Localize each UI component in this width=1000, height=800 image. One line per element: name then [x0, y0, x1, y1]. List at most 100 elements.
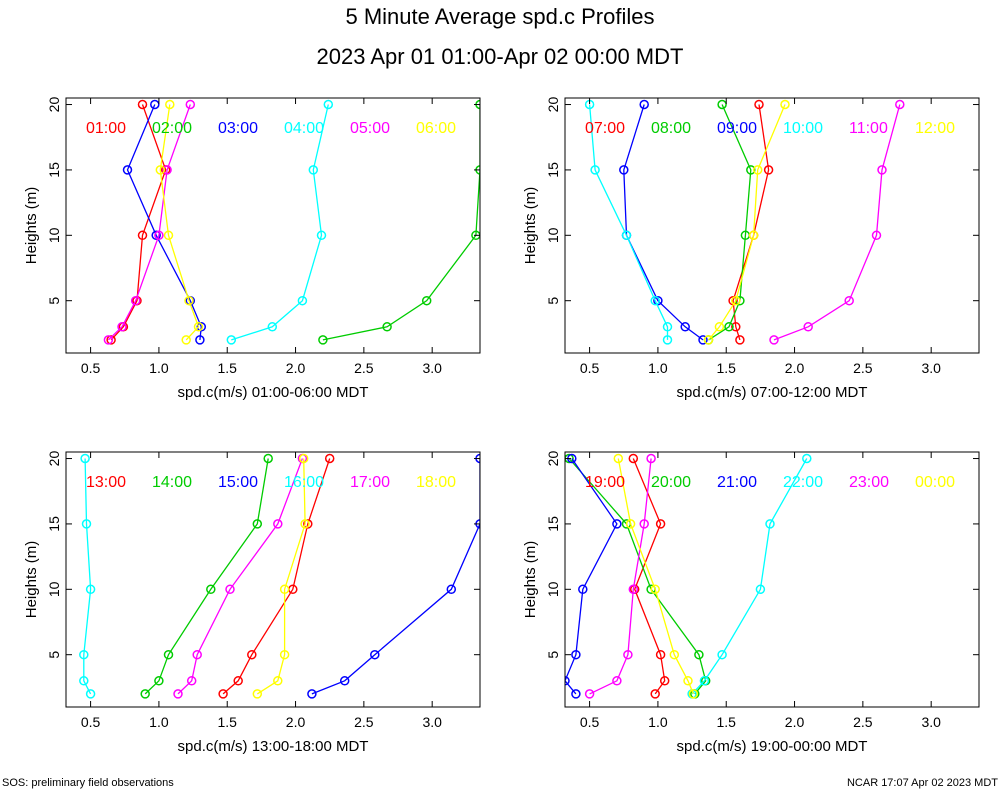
data-point: [186, 676, 197, 686]
data-point: [655, 519, 666, 529]
data-point: [613, 453, 624, 464]
data-point: [154, 676, 164, 686]
x-tick-label: 2.5: [354, 714, 374, 730]
series-line-18:00: [256, 458, 306, 695]
legend-label: 06:00: [416, 120, 456, 137]
data-point: [703, 335, 714, 345]
data-point: [662, 335, 673, 345]
legend-label: 19:00: [585, 474, 625, 491]
x-tick-label: 2.5: [853, 360, 873, 376]
series-line-13:00: [222, 458, 331, 695]
data-point: [612, 519, 622, 529]
series-line-05:00: [107, 104, 191, 341]
data-point: [150, 99, 160, 110]
data-point: [688, 689, 699, 699]
data-point: [300, 519, 310, 529]
data-point: [226, 335, 237, 345]
data-point: [80, 453, 90, 464]
data-point: [184, 295, 194, 306]
y-axis-label: Heights (m): [522, 541, 539, 619]
legend-label: 04:00: [284, 120, 324, 137]
data-point: [106, 335, 116, 345]
data-point: [81, 519, 92, 529]
legend-label: 07:00: [585, 120, 625, 137]
data-point: [717, 99, 727, 110]
legend-label: 23:00: [849, 474, 889, 491]
panel-2: 07:00 08:00 09:00 10:00 11:00 12:00 0.5 1.0 1.5 2…: [522, 97, 980, 401]
data-point: [421, 295, 432, 306]
series-line-03:00: [126, 104, 202, 340]
data-point: [565, 676, 570, 686]
plot-frame: [564, 451, 980, 708]
legend-label: 03:00: [218, 120, 258, 137]
series-line-16:00: [83, 458, 92, 695]
data-point: [669, 649, 680, 660]
data-point: [85, 689, 96, 699]
data-point: [162, 165, 172, 175]
data-point: [662, 322, 673, 332]
data-point: [619, 165, 629, 175]
data-point: [877, 165, 887, 175]
data-point: [79, 676, 89, 686]
data-point: [137, 230, 148, 241]
data-point: [195, 335, 205, 345]
y-tick-label: 15: [46, 162, 62, 178]
data-point: [639, 519, 649, 529]
data-point: [267, 322, 278, 332]
x-tick-label: 1.5: [217, 360, 237, 376]
data-point: [103, 335, 114, 345]
x-tick-label: 1.5: [716, 360, 736, 376]
data-point: [571, 689, 581, 699]
series-line-21:00: [565, 458, 618, 695]
series-line-08:00: [708, 104, 752, 341]
data-point: [754, 99, 764, 110]
plot-frame: [564, 97, 980, 354]
series-line-09:00: [623, 104, 704, 341]
x-tick-label: 1.0: [149, 360, 169, 376]
data-point: [279, 584, 290, 595]
chart-title: 5 Minute Average spd.c Profiles: [345, 4, 655, 29]
data-point: [85, 584, 96, 595]
legend-label: 14:00: [152, 474, 192, 491]
series-line-00:00: [617, 458, 695, 695]
series-line-02:00: [322, 104, 480, 341]
data-point: [308, 165, 319, 175]
legend-label: 00:00: [915, 474, 955, 491]
data-point: [612, 676, 622, 686]
legend-label: 02:00: [152, 120, 192, 137]
data-point: [297, 295, 308, 306]
legend-label: 08:00: [651, 120, 691, 137]
x-tick-label: 3.0: [921, 714, 941, 730]
data-point: [724, 322, 734, 332]
data-point: [307, 689, 317, 699]
x-tick-label: 2.0: [286, 714, 306, 730]
x-tick-label: 0.5: [580, 360, 600, 376]
x-axis-label: spd.c(m/s) 07:00-12:00 MDT: [677, 384, 868, 401]
y-tick-label: 20: [46, 451, 62, 467]
data-point: [137, 99, 148, 110]
data-point: [650, 295, 660, 306]
series-line-14:00: [144, 458, 269, 695]
data-point: [316, 230, 327, 241]
data-point: [755, 584, 766, 595]
x-tick-label: 3.0: [422, 360, 442, 376]
data-point: [339, 676, 350, 686]
y-tick-label: 20: [545, 97, 561, 113]
y-tick-label: 15: [46, 516, 62, 532]
data-point: [621, 230, 632, 241]
legend-label: 17:00: [350, 474, 390, 491]
data-point: [263, 453, 273, 464]
data-point: [803, 322, 813, 332]
data-point: [763, 165, 774, 175]
data-point: [273, 676, 283, 686]
data-point: [154, 230, 164, 241]
data-point: [155, 165, 166, 175]
y-tick-label: 5: [545, 297, 561, 305]
legend-label: 13:00: [86, 474, 126, 491]
x-tick-label: 2.0: [785, 360, 805, 376]
data-point: [252, 689, 263, 699]
data-point: [731, 322, 741, 332]
data-point: [735, 335, 745, 345]
x-axis-label: spd.c(m/s) 19:00-00:00 MDT: [677, 738, 868, 755]
data-point: [646, 453, 656, 464]
